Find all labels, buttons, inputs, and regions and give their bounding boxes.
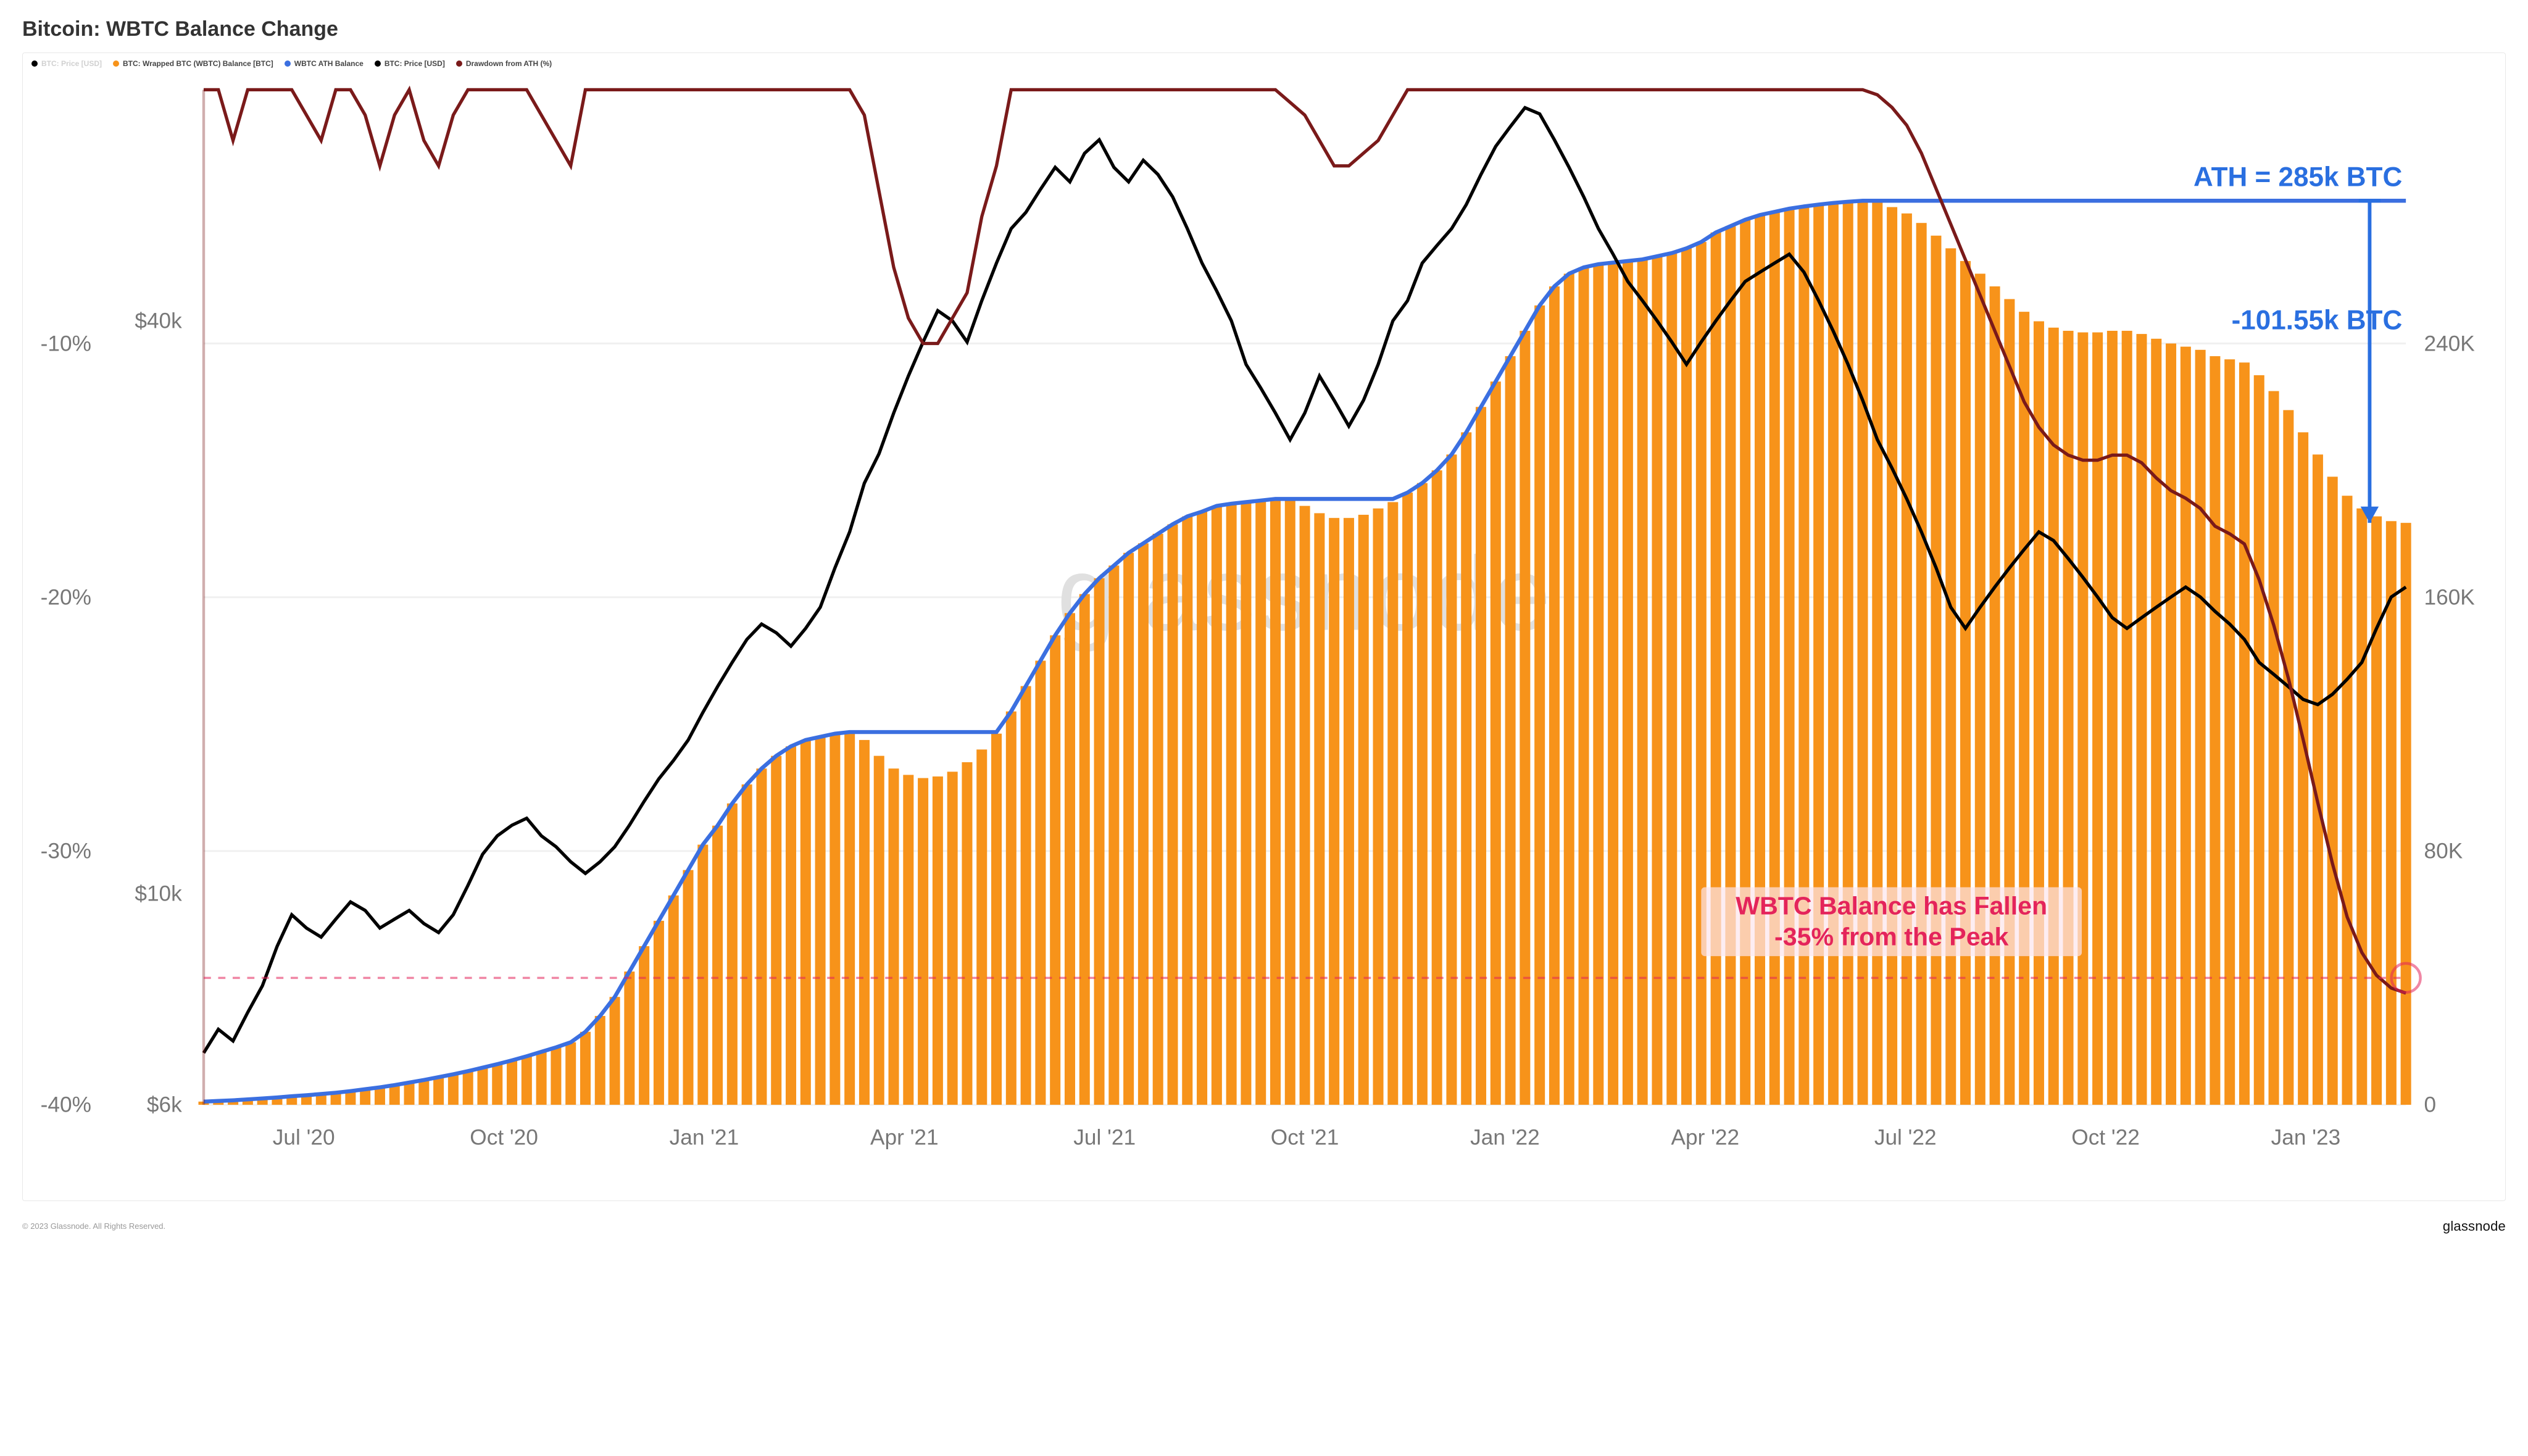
svg-text:$10k: $10k bbox=[135, 882, 182, 906]
legend-swatch bbox=[31, 60, 38, 67]
legend-item: BTC: Wrapped BTC (WBTC) Balance [BTC] bbox=[113, 59, 273, 68]
chart-card: BTC: Price [USD] BTC: Wrapped BTC (WBTC) … bbox=[22, 52, 2506, 1201]
svg-text:ATH = 285k BTC: ATH = 285k BTC bbox=[2193, 162, 2402, 193]
legend-swatch bbox=[113, 60, 119, 67]
legend-item: Drawdown from ATH (%) bbox=[456, 59, 552, 68]
brand-logo: glassnode bbox=[2443, 1218, 2506, 1234]
legend-swatch bbox=[456, 60, 462, 67]
svg-text:$6k: $6k bbox=[147, 1092, 182, 1117]
svg-text:0: 0 bbox=[2424, 1093, 2437, 1117]
legend-label: BTC: Price [USD] bbox=[385, 59, 445, 68]
svg-text:Apr '21: Apr '21 bbox=[870, 1126, 939, 1150]
svg-text:Oct '21: Oct '21 bbox=[1271, 1126, 1339, 1150]
legend-label: WBTC ATH Balance bbox=[294, 59, 364, 68]
svg-text:WBTC Balance has Fallen: WBTC Balance has Fallen bbox=[1736, 892, 2047, 920]
svg-text:-35% from the Peak: -35% from the Peak bbox=[1774, 923, 2008, 951]
legend-label: Drawdown from ATH (%) bbox=[466, 59, 552, 68]
footer: © 2023 Glassnode. All Rights Reserved. g… bbox=[22, 1218, 2506, 1234]
svg-text:Oct '22: Oct '22 bbox=[2071, 1126, 2140, 1150]
svg-text:Jan '21: Jan '21 bbox=[670, 1126, 739, 1150]
legend-swatch bbox=[375, 60, 381, 67]
legend-item: BTC: Price [USD] bbox=[31, 59, 102, 68]
svg-text:160K: 160K bbox=[2424, 585, 2476, 609]
svg-text:240K: 240K bbox=[2424, 331, 2476, 356]
chart-plot: glassnodeJul '20Oct '20Jan '21Apr '21Jul… bbox=[31, 72, 2497, 1196]
svg-text:-20%: -20% bbox=[41, 585, 91, 609]
svg-text:-30%: -30% bbox=[41, 839, 91, 863]
chart-title: Bitcoin: WBTC Balance Change bbox=[22, 17, 2506, 41]
legend-label: BTC: Price [USD] bbox=[41, 59, 102, 68]
svg-text:Oct '20: Oct '20 bbox=[470, 1126, 538, 1150]
legend-item: WBTC ATH Balance bbox=[285, 59, 364, 68]
legend-label: BTC: Wrapped BTC (WBTC) Balance [BTC] bbox=[123, 59, 273, 68]
svg-text:80K: 80K bbox=[2424, 839, 2463, 863]
legend: BTC: Price [USD] BTC: Wrapped BTC (WBTC) … bbox=[31, 59, 2497, 68]
svg-text:Jan '22: Jan '22 bbox=[1470, 1126, 1540, 1150]
legend-swatch bbox=[285, 60, 291, 67]
svg-text:Jul '22: Jul '22 bbox=[1874, 1126, 1937, 1150]
svg-text:Jul '20: Jul '20 bbox=[273, 1126, 335, 1150]
svg-text:-101.55k BTC: -101.55k BTC bbox=[2232, 305, 2403, 335]
svg-text:Jan '23: Jan '23 bbox=[2271, 1126, 2341, 1150]
svg-text:Jul '21: Jul '21 bbox=[1073, 1126, 1136, 1150]
svg-text:$40k: $40k bbox=[135, 309, 182, 333]
svg-text:-10%: -10% bbox=[41, 331, 91, 356]
svg-text:-40%: -40% bbox=[41, 1093, 91, 1117]
copyright-text: © 2023 Glassnode. All Rights Reserved. bbox=[22, 1221, 165, 1231]
svg-text:Apr '22: Apr '22 bbox=[1671, 1126, 1740, 1150]
legend-item: BTC: Price [USD] bbox=[375, 59, 445, 68]
